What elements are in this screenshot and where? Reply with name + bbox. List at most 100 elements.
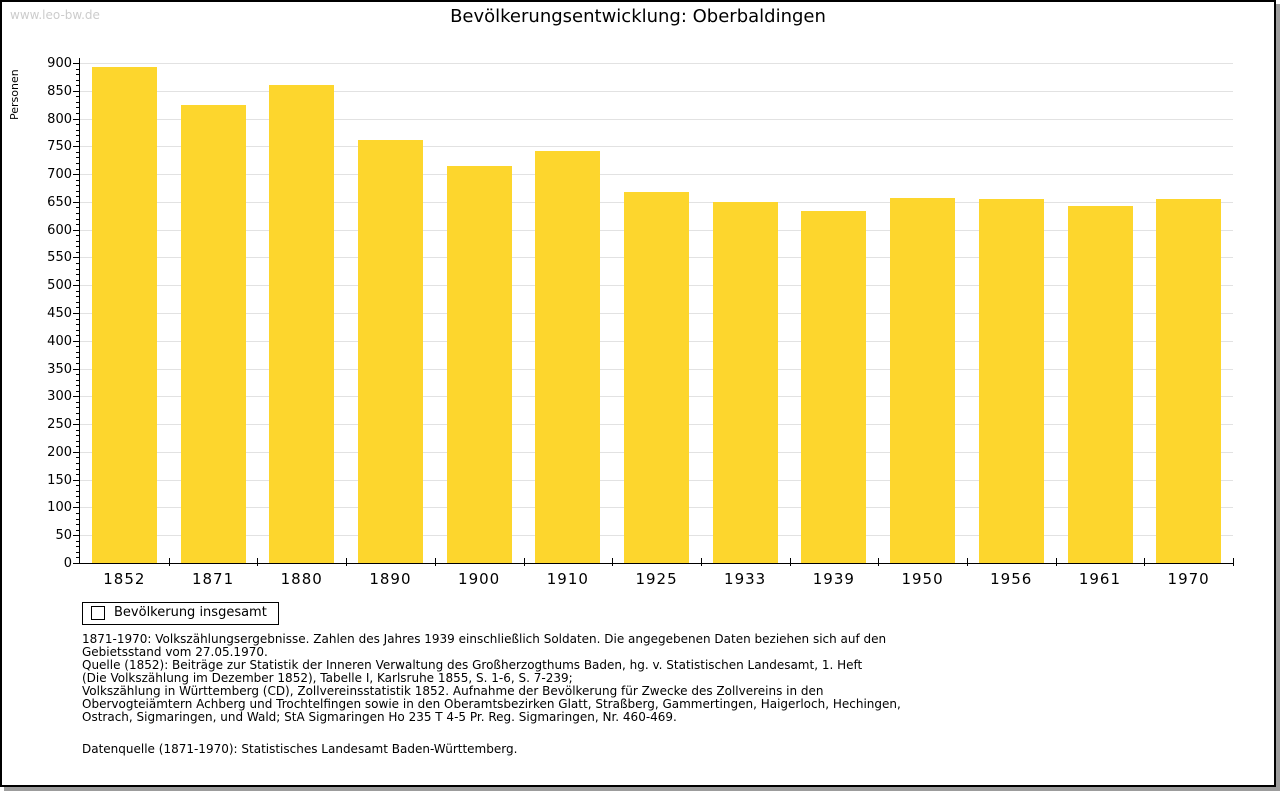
y-tick-label: 550 [47,250,72,265]
x-boundary-tick [966,558,968,566]
y-minor-tick [76,541,79,542]
y-minor-tick [76,224,79,225]
gridline [80,146,1233,147]
bar-1956 [978,199,1044,563]
y-minor-tick [76,219,79,220]
y-minor-tick [76,235,79,236]
y-minor-tick [76,524,79,525]
y-minor-tick [76,252,79,253]
y-minor-tick [76,419,79,420]
y-tick [73,369,79,370]
footnote-line: Volkszählung in Württemberg (CD), Zollve… [82,684,824,698]
y-tick [73,480,79,481]
y-minor-tick [76,346,79,347]
y-minor-tick [76,380,79,381]
x-axis-line [79,563,1233,564]
footnotes: 1871-1970: Volkszählungsergebnisse. Zahl… [82,633,901,724]
bar-1961 [1067,206,1133,563]
y-minor-tick [76,213,79,214]
y-minor-tick [76,413,79,414]
y-tick-label: 250 [47,417,72,432]
y-minor-tick [76,391,79,392]
bar-1939 [801,211,867,563]
x-boundary-tick [789,558,791,566]
gridline [80,174,1233,175]
y-minor-tick [76,152,79,153]
y-minor-tick [76,335,79,336]
y-tick-label: 750 [47,139,72,154]
y-tick [73,507,79,508]
x-tick-label: 1880 [280,570,323,588]
y-minor-tick [76,263,79,264]
y-minor-tick [76,319,79,320]
x-tick-label: 1970 [1167,570,1210,588]
y-tick-label: 400 [47,334,72,349]
x-tick-label: 1956 [990,570,1033,588]
y-tick-label: 900 [47,56,72,71]
y-tick [73,313,79,314]
bar-1925 [624,192,689,563]
y-minor-tick [76,280,79,281]
footnote-line: Ostrach, Sigmaringen, und Wald; StA Sigm… [82,710,677,724]
x-tick-label: 1871 [191,570,235,588]
bar-1852 [91,67,157,563]
y-minor-tick [76,496,79,497]
y-minor-tick [76,546,79,547]
y-tick-label: 850 [47,84,72,99]
y-minor-tick [76,196,79,197]
legend-label: Bevölkerung insgesamt [114,605,267,620]
y-minor-tick [76,430,79,431]
y-minor-tick [76,502,79,503]
y-tick [73,119,79,120]
bar-1970 [1156,199,1222,563]
y-minor-tick [76,446,79,447]
x-boundary-tick [1233,558,1234,566]
x-boundary-tick [523,558,525,566]
y-minor-tick [76,307,79,308]
x-boundary-tick [346,558,348,566]
y-minor-tick [76,169,79,170]
x-boundary-tick [700,558,702,566]
y-minor-tick [76,463,79,464]
y-tick [73,146,79,147]
y-tick [73,91,79,92]
y-tick [73,535,79,536]
y-tick-label: 500 [47,278,72,293]
footnote-line: Obervogteiämtern Achberg und Trochtelfin… [82,697,901,711]
y-axis-title: Personen [8,69,21,120]
y-tick-label: 300 [47,389,72,404]
y-minor-tick [76,407,79,408]
x-boundary-tick [1055,558,1057,566]
y-tick [73,341,79,342]
y-tick [73,563,79,564]
y-minor-tick [76,80,79,81]
y-minor-tick [76,74,79,75]
footnote-line: (Die Volkszählung im Dezember 1852), Tab… [82,671,573,685]
y-tick [73,257,79,258]
gridline [80,63,1233,64]
x-tick-label: 1939 [812,570,855,588]
y-tick-label: 100 [47,500,72,515]
y-minor-tick [76,107,79,108]
y-minor-tick [76,296,79,297]
y-minor-tick [76,246,79,247]
gridline [80,91,1233,92]
y-minor-tick [76,191,79,192]
y-minor-tick [76,274,79,275]
x-tick-label: 1933 [724,570,767,588]
y-tick-label: 0 [63,556,72,571]
y-minor-tick [76,207,79,208]
x-tick-label: 1925 [635,570,678,588]
y-minor-tick [76,302,79,303]
y-minor-tick [76,291,79,292]
y-minor-tick [76,135,79,136]
y-minor-tick [76,241,79,242]
x-boundary-tick [612,558,614,566]
y-minor-tick [76,324,79,325]
y-tick-label: 800 [47,112,72,127]
y-minor-tick [76,185,79,186]
bar-1880 [269,85,335,563]
y-minor-tick [76,85,79,86]
x-boundary-tick [878,558,880,566]
y-tick-label: 150 [47,473,72,488]
